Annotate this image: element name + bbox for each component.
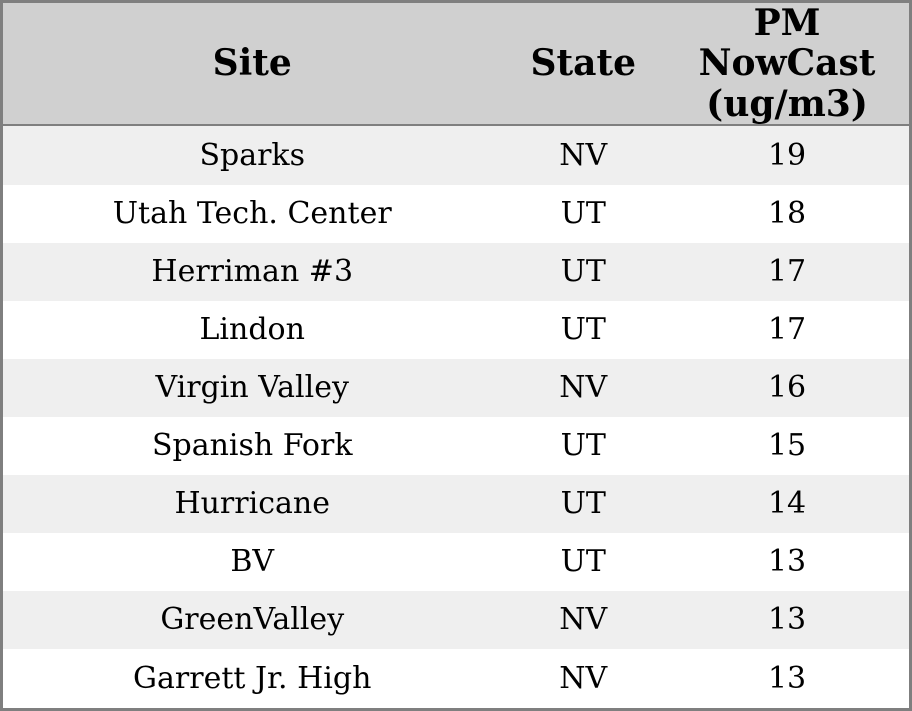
cell-state: UT xyxy=(560,254,606,290)
cell-site: Virgin Valley xyxy=(155,370,349,406)
table-row: Garrett Jr. High NV 13 xyxy=(1,648,911,710)
column-header-state: State xyxy=(501,1,666,126)
cell-state: UT xyxy=(560,428,606,464)
cell-site: Utah Tech. Center xyxy=(112,196,392,232)
cell-state: UT xyxy=(560,544,606,580)
cell-site: Hurricane xyxy=(174,486,330,522)
table-row: Virgin Valley NV 16 xyxy=(1,358,911,417)
cell-state: NV xyxy=(559,370,608,406)
cell-pm-nowcast: 18 xyxy=(767,196,807,232)
cell-state: UT xyxy=(560,486,606,522)
cell-pm-nowcast: 17 xyxy=(767,312,807,348)
cell-site: Spanish Fork xyxy=(151,428,353,464)
cell-pm-nowcast: 15 xyxy=(767,428,807,464)
column-header-pm-nowcast: PM NowCast (ug/m3) xyxy=(665,1,911,126)
table-row: Spanish Fork UT 15 xyxy=(1,416,911,475)
table-body: Sparks NV 19 Utah Tech. Center UT 18 Her… xyxy=(1,124,911,710)
column-header-site: Site xyxy=(1,1,502,126)
table-row: Sparks NV 19 xyxy=(1,124,911,185)
cell-pm-nowcast: 14 xyxy=(767,486,807,522)
cell-site: BV xyxy=(230,544,275,580)
cell-site: Sparks xyxy=(199,137,305,173)
cell-state: NV xyxy=(559,660,608,696)
cell-pm-nowcast: 13 xyxy=(767,544,807,580)
pm-nowcast-header-label: PM NowCast (ug/m3) xyxy=(698,2,876,125)
cell-pm-nowcast: 17 xyxy=(767,254,807,290)
table-row: Hurricane UT 14 xyxy=(1,474,911,533)
table-header: Site State PM NowCast (ug/m3) xyxy=(1,1,911,126)
table-row: Utah Tech. Center UT 18 xyxy=(1,184,911,243)
cell-site: GreenValley xyxy=(160,602,345,638)
cell-state: UT xyxy=(560,196,606,232)
table-row: BV UT 13 xyxy=(1,532,911,591)
cell-pm-nowcast: 13 xyxy=(767,602,807,638)
cell-site: Herriman #3 xyxy=(151,254,354,290)
cell-site: Garrett Jr. High xyxy=(133,660,372,696)
cell-site: Lindon xyxy=(199,312,305,348)
table-row: GreenValley NV 13 xyxy=(1,590,911,649)
cell-state: NV xyxy=(559,137,608,173)
table-row: Herriman #3 UT 17 xyxy=(1,242,911,301)
header-row: Site State PM NowCast (ug/m3) xyxy=(1,1,911,126)
table-row: Lindon UT 17 xyxy=(1,300,911,359)
cell-pm-nowcast: 13 xyxy=(767,660,807,696)
cell-state: UT xyxy=(560,312,606,348)
cell-pm-nowcast: 19 xyxy=(767,137,807,173)
cell-state: NV xyxy=(559,602,608,638)
cell-pm-nowcast: 16 xyxy=(767,370,807,406)
